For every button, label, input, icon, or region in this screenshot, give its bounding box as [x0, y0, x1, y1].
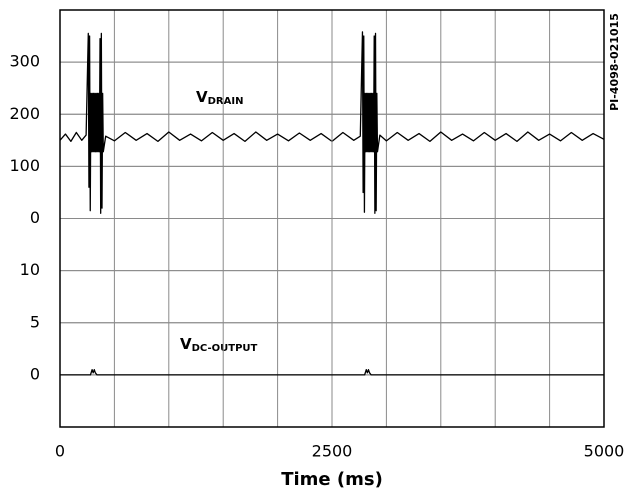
y-tick-label: 0	[30, 364, 40, 383]
series-label: VDC-OUTPUT	[180, 335, 258, 355]
x-tick-label: 2500	[312, 442, 353, 461]
label-sub: DC-OUTPUT	[192, 343, 258, 354]
plot-border	[59, 9, 605, 428]
x-tick-label: 0	[55, 442, 65, 461]
waveform	[59, 31, 605, 214]
label-sub: DRAIN	[208, 96, 244, 107]
waveform	[60, 369, 604, 376]
figure-id: PI-4098-021015	[608, 13, 621, 111]
y-tick-label: 5	[30, 312, 40, 331]
y-tick-label: 0	[30, 208, 40, 227]
x-tick-label: 5000	[584, 442, 625, 461]
y-tick-label: 300	[9, 52, 40, 71]
y-tick-label: 200	[9, 104, 40, 123]
label-main: V	[196, 88, 208, 106]
series-label: VDRAIN	[196, 88, 243, 108]
y-tick-label: 10	[20, 260, 40, 279]
label-main: V	[180, 335, 192, 353]
x-axis-title: Time (ms)	[281, 469, 383, 490]
y-tick-label: 100	[9, 156, 40, 175]
